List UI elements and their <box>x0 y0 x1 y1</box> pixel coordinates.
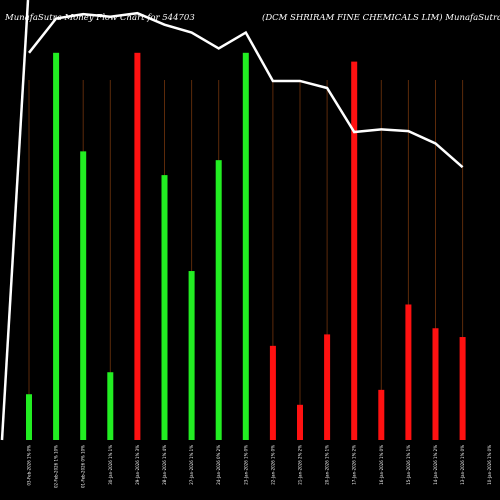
date-label: 17-Jan-2026 1% 2% <box>352 445 357 485</box>
price-line-lead <box>0 0 30 441</box>
money-flow-bar <box>269 345 276 440</box>
date-label: 02-Feb-2026 1% 10% <box>54 445 59 488</box>
money-flow-bar <box>378 389 385 440</box>
money-flow-bar <box>80 151 87 441</box>
price-line-group <box>0 0 464 441</box>
date-label: 30-Jan-2026 1% 1% <box>108 445 113 485</box>
money-flow-bar <box>26 394 32 440</box>
money-flow-bar <box>351 61 358 440</box>
date-label: 23-Jan-2026 1% 0% <box>243 445 248 485</box>
money-flow-bar <box>215 160 222 440</box>
money-flow-bar <box>161 175 168 440</box>
date-label: 21-Jan-2026 2% 2% <box>298 445 303 485</box>
date-labels: 03-Feb-2026 1% 0% 02-Feb-2026 1% 10% 01-Fe… <box>27 445 493 488</box>
date-label: 27-Jan-2026 1% 1% <box>189 445 194 485</box>
money-flow-bar <box>405 304 412 440</box>
date-label: 22-Jan-2026 1% 0% <box>270 445 275 485</box>
date-label: 29-Jan-2026 1% 3% <box>135 445 140 485</box>
money-flow-bar <box>134 52 141 441</box>
date-label: 16-Jan-2026 1% 0% <box>379 445 384 485</box>
money-flow-bar <box>297 404 303 440</box>
date-label: 01-Feb-2026 0% 10% <box>81 445 86 488</box>
money-flow-bar <box>53 52 60 441</box>
money-flow-bar <box>459 337 466 440</box>
money-flow-bar <box>324 334 331 440</box>
money-flow-bar <box>107 372 114 440</box>
money-flow-bar <box>242 52 249 441</box>
date-label: 10-Jan-2026 1% 0% <box>487 445 492 485</box>
money-flow-bar <box>432 328 439 440</box>
date-label: 03-Feb-2026 1% 0% <box>27 445 32 486</box>
date-label: 20-Jan-2026 1% 1% <box>325 445 330 485</box>
date-label: 24-Jan-2026 0% 2% <box>216 445 221 485</box>
money-flow-bars <box>26 52 466 441</box>
money-flow-bar <box>188 271 195 440</box>
date-label: 14-Jan-2026 1% 2% <box>433 445 438 485</box>
chart-subtitle: (DCM SHRIRAM FINE CHEMICALS LIM) MunafaS… <box>262 12 500 23</box>
price-line <box>28 11 464 169</box>
chart-title: MunafaSutra Money Flow Chart for 544703 <box>4 13 195 23</box>
date-label: 28-Jan-2026 1% 4% <box>162 445 167 485</box>
date-label: 15-Jan-2026 1% 1% <box>406 445 411 485</box>
date-label: 13-Jan-2026 1% 0% <box>460 445 465 485</box>
